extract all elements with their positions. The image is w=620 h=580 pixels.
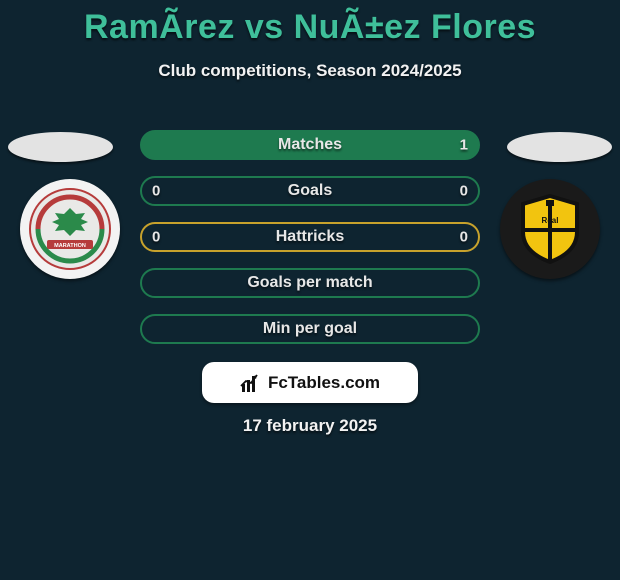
stat-name: Hattricks: [276, 228, 344, 246]
club-badge-left: MARATHON: [20, 179, 120, 279]
stat-value-left: 0: [152, 229, 160, 246]
stat-value-right: 1: [460, 137, 468, 154]
page-subtitle: Club competitions, Season 2024/2025: [0, 61, 620, 81]
fctables-label: FcTables.com: [268, 373, 380, 393]
stat-name: Min per goal: [263, 320, 357, 338]
stat-row: Goals per match: [140, 268, 480, 298]
stat-name: Goals per match: [247, 274, 372, 292]
svg-text:Real: Real: [542, 216, 559, 225]
stat-row: Matches 1: [140, 130, 480, 160]
page-title: RamÃ­rez vs NuÃ±ez Flores: [0, 8, 620, 47]
player-photo-left: [8, 132, 113, 162]
stats-container: Matches 1 Goals 0 0 Hattricks 0 0 Goals per matc…: [140, 130, 480, 360]
stat-value-left: 0: [152, 183, 160, 200]
stat-row: Goals 0 0: [140, 176, 480, 206]
bar-chart-icon: [240, 372, 262, 394]
club-badge-right: Real: [500, 179, 600, 279]
player-photo-right: [507, 132, 612, 162]
stat-name: Matches: [278, 136, 342, 154]
stat-row: Hattricks 0 0: [140, 222, 480, 252]
svg-text:MARATHON: MARATHON: [54, 243, 86, 249]
date-text: 17 february 2025: [0, 416, 620, 436]
stat-row: Min per goal: [140, 314, 480, 344]
stat-name: Goals: [288, 182, 332, 200]
stat-value-right: 0: [460, 183, 468, 200]
fctables-card: FcTables.com: [202, 362, 418, 403]
stat-value-right: 0: [460, 229, 468, 246]
